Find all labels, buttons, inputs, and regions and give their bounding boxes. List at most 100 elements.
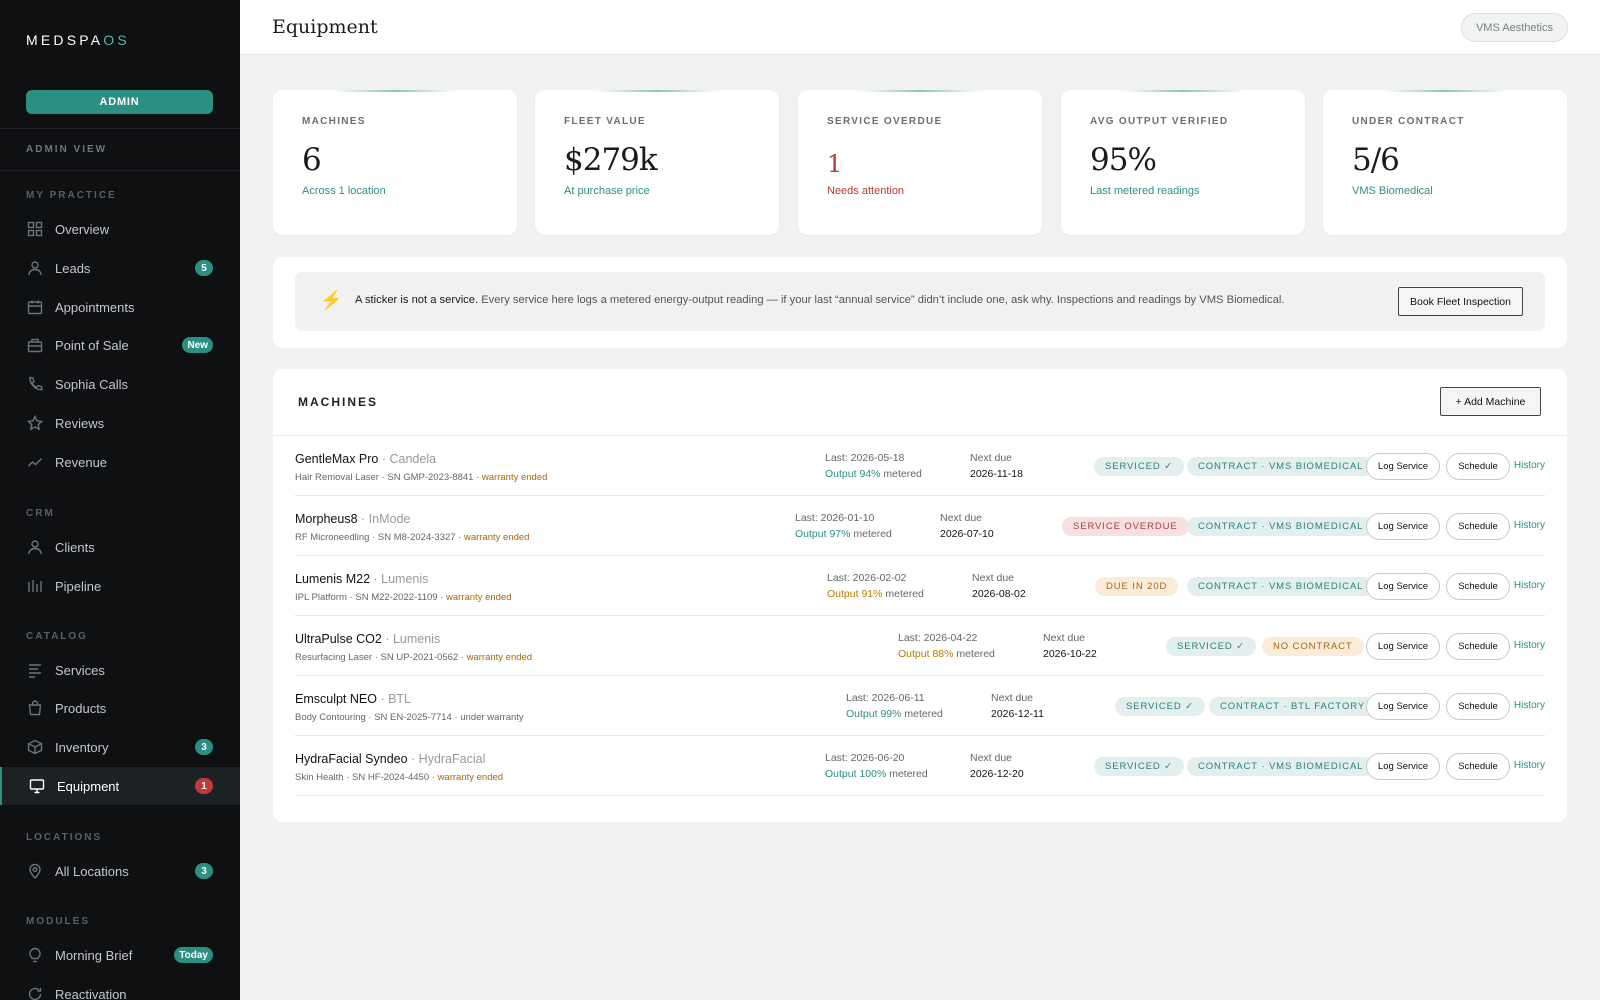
last-service: Last: 2026-04-22 Output 88% metered bbox=[898, 632, 995, 660]
stat-card-fleet-value: FLEET VALUE $279k At purchase price bbox=[535, 90, 779, 235]
log-service-button[interactable]: Log Service bbox=[1366, 633, 1440, 660]
machine-brand: · Lumenis bbox=[370, 572, 429, 586]
sidebar-item-pipeline[interactable]: Pipeline bbox=[0, 567, 240, 605]
machine-name[interactable]: Emsculpt NEO · BTL bbox=[295, 692, 412, 706]
top-bar: Equipment VMS Aesthetics bbox=[240, 0, 1600, 55]
log-service-button[interactable]: Log Service bbox=[1366, 453, 1440, 480]
sidebar-item-inventory[interactable]: Inventory 3 bbox=[0, 728, 240, 766]
status-badge: DUE IN 20D bbox=[1095, 577, 1179, 596]
history-link[interactable]: History bbox=[1513, 700, 1545, 711]
log-service-button[interactable]: Log Service bbox=[1366, 513, 1440, 540]
contract-badge: CONTRACT · VMS BIOMEDICAL bbox=[1187, 457, 1375, 476]
sidebar-item-equipment[interactable]: Equipment 1 bbox=[0, 767, 240, 805]
admin-button[interactable]: ADMIN bbox=[26, 90, 213, 114]
section-catalog: CATALOG bbox=[26, 631, 88, 642]
machine-name[interactable]: Morpheus8 · InMode bbox=[295, 512, 411, 526]
warranty-status: warranty ended bbox=[466, 652, 533, 663]
log-service-button[interactable]: Log Service bbox=[1366, 753, 1440, 780]
machine-details: Hair Removal Laser · SN GMP-2023-8841 · … bbox=[295, 472, 548, 483]
sidebar-item-label: Reviews bbox=[55, 415, 105, 431]
sidebar-item-appointments[interactable]: Appointments bbox=[0, 288, 240, 326]
phone-icon bbox=[26, 375, 44, 393]
schedule-button[interactable]: Schedule bbox=[1446, 453, 1510, 480]
sidebar-item-point-of-sale[interactable]: Point of Sale New bbox=[0, 326, 240, 364]
bulb-icon bbox=[26, 946, 44, 964]
equipment-alert-badge: 1 bbox=[195, 778, 213, 794]
machine-brand: · Lumenis bbox=[381, 632, 441, 646]
notice-text: A sticker is not a service. Every servic… bbox=[355, 294, 1284, 306]
last-service: Last: 2026-06-11 Output 99% metered bbox=[846, 692, 943, 720]
sidebar-item-label: Overview bbox=[55, 221, 110, 237]
sidebar-item-reactivation[interactable]: Reactivation bbox=[0, 975, 240, 1000]
sidebar-item-label: Services bbox=[55, 662, 105, 678]
section-modules: MODULES bbox=[26, 916, 90, 927]
sidebar-item-label: Products bbox=[55, 700, 107, 716]
sidebar-item-leads[interactable]: Leads 5 bbox=[0, 249, 240, 287]
schedule-button[interactable]: Schedule bbox=[1446, 513, 1510, 540]
next-due-date: 2026-10-22 bbox=[1043, 648, 1097, 660]
history-link[interactable]: History bbox=[1513, 580, 1545, 591]
log-service-button[interactable]: Log Service bbox=[1366, 693, 1440, 720]
sidebar-item-products[interactable]: Products bbox=[0, 689, 240, 727]
sidebar-item-morning-brief[interactable]: Morning Brief Today bbox=[0, 936, 240, 974]
machine-details: RF Microneedling · SN M8-2024-3327 · war… bbox=[295, 532, 530, 543]
machine-name[interactable]: HydraFacial Syndeo · HydraFacial bbox=[295, 752, 486, 766]
sidebar-item-reviews[interactable]: Reviews bbox=[0, 404, 240, 442]
book-fleet-inspection-button[interactable]: Book Fleet Inspection bbox=[1398, 287, 1523, 316]
log-service-button[interactable]: Log Service bbox=[1366, 573, 1440, 600]
register-icon bbox=[26, 336, 44, 354]
history-link[interactable]: History bbox=[1513, 460, 1545, 471]
schedule-button[interactable]: Schedule bbox=[1446, 633, 1510, 660]
machine-row: GentleMax Pro · Candela Hair Removal Las… bbox=[295, 436, 1545, 496]
status-badge: SERVICED ✓ bbox=[1166, 637, 1256, 656]
sidebar-item-all-locations[interactable]: All Locations 3 bbox=[0, 852, 240, 890]
stat-card-avg-output: AVG OUTPUT VERIFIED 95% Last metered rea… bbox=[1061, 90, 1305, 235]
leads-count-badge: 5 bbox=[195, 260, 213, 276]
contract-badge: CONTRACT · VMS BIOMEDICAL bbox=[1187, 577, 1375, 596]
history-link[interactable]: History bbox=[1513, 520, 1545, 531]
stat-value: 1 bbox=[827, 150, 842, 178]
machine-brand: · InMode bbox=[357, 512, 411, 526]
sidebar-item-services[interactable]: Services bbox=[0, 651, 240, 689]
next-due: Next due 2026-07-10 bbox=[940, 512, 994, 540]
machine-name[interactable]: UltraPulse CO2 · Lumenis bbox=[295, 632, 441, 646]
sidebar: MEDSPAOS ADMIN ADMIN VIEW MY PRACTICE Ov… bbox=[0, 0, 240, 1000]
history-link[interactable]: History bbox=[1513, 760, 1545, 771]
warranty-status: under warranty bbox=[460, 712, 524, 723]
stat-label: SERVICE OVERDUE bbox=[827, 116, 943, 127]
divider bbox=[273, 435, 1567, 436]
schedule-button[interactable]: Schedule bbox=[1446, 753, 1510, 780]
add-machine-button[interactable]: + Add Machine bbox=[1440, 387, 1541, 416]
warranty-status: warranty ended bbox=[446, 592, 512, 603]
stat-value: $279k bbox=[564, 142, 658, 178]
output-reading: Output 99% bbox=[846, 708, 902, 720]
org-switcher[interactable]: VMS Aesthetics bbox=[1460, 13, 1568, 42]
page-title: Equipment bbox=[272, 16, 378, 38]
machine-details: Body Contouring · SN EN-2025-7714 · unde… bbox=[295, 712, 524, 723]
next-due: Next due 2026-10-22 bbox=[1043, 632, 1097, 660]
schedule-button[interactable]: Schedule bbox=[1446, 693, 1510, 720]
sidebar-item-sophia-calls[interactable]: Sophia Calls bbox=[0, 365, 240, 403]
machine-details: Resurfacing Laser · SN UP-2021-0562 · wa… bbox=[295, 652, 533, 663]
card-accent bbox=[595, 90, 719, 92]
history-link[interactable]: History bbox=[1513, 640, 1545, 651]
stat-value: 5/6 bbox=[1352, 142, 1400, 178]
sidebar-item-clients[interactable]: Clients bbox=[0, 528, 240, 566]
machine-name[interactable]: GentleMax Pro · Candela bbox=[295, 452, 437, 466]
stat-label: MACHINES bbox=[302, 116, 366, 127]
sidebar-item-label: Revenue bbox=[55, 454, 108, 470]
machine-row: Emsculpt NEO · BTL Body Contouring · SN … bbox=[295, 676, 1545, 736]
next-due-date: 2026-11-18 bbox=[970, 468, 1023, 480]
app-logo[interactable]: MEDSPAOS bbox=[26, 32, 130, 48]
machine-brand: · HydraFacial bbox=[407, 752, 486, 766]
contract-badge: CONTRACT · VMS BIOMEDICAL bbox=[1187, 757, 1375, 776]
status-badge: SERVICE OVERDUE bbox=[1062, 517, 1189, 536]
stat-value: 95% bbox=[1090, 142, 1157, 178]
machine-name[interactable]: Lumenis M22 · Lumenis bbox=[295, 572, 429, 586]
schedule-button[interactable]: Schedule bbox=[1446, 573, 1510, 600]
last-service: Last: 2026-02-02 Output 91% metered bbox=[827, 572, 924, 600]
sidebar-item-overview[interactable]: Overview bbox=[0, 210, 240, 248]
machines-card: MACHINES + Add Machine GentleMax Pro · C… bbox=[273, 369, 1567, 822]
sidebar-item-revenue[interactable]: Revenue bbox=[0, 443, 240, 481]
refresh-icon bbox=[26, 985, 44, 1000]
